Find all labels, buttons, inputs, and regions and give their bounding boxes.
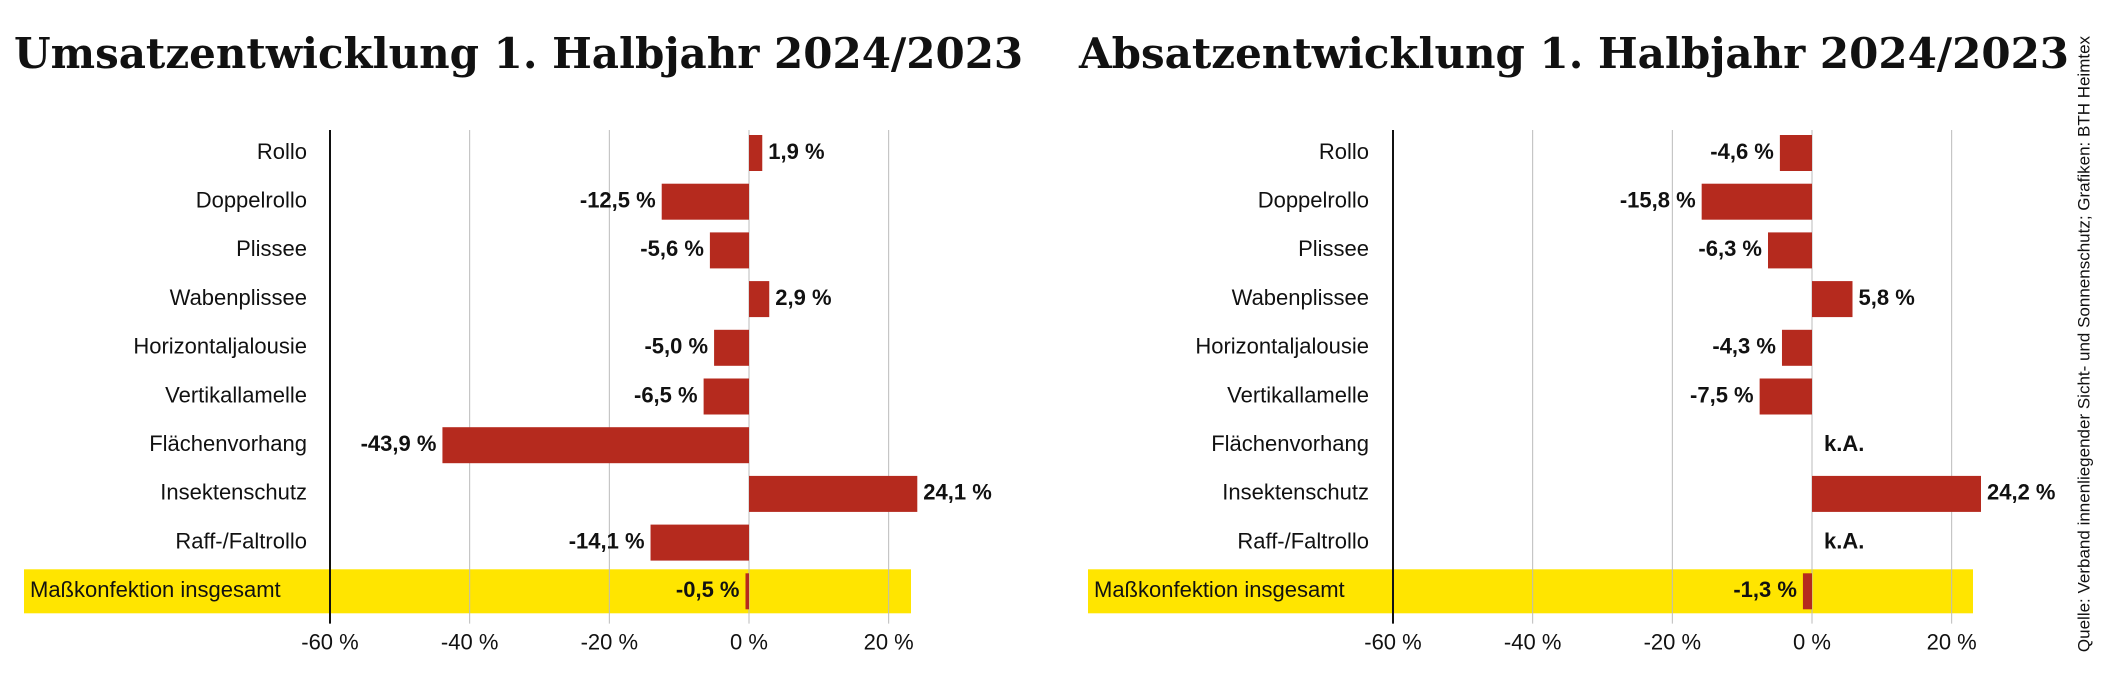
bar — [1768, 232, 1812, 269]
value-label: 24,2 % — [1987, 480, 2055, 505]
value-label: -7,5 % — [1690, 382, 1754, 407]
category-label: Raff-/Faltrollo — [175, 528, 307, 553]
category-label: Flächenvorhang — [1211, 431, 1369, 456]
category-label: Insektenschutz — [160, 480, 307, 505]
category-label: Plissee — [1298, 236, 1369, 261]
bar — [703, 378, 749, 415]
bar — [1701, 183, 1812, 220]
category-label: Horizontaljalousie — [133, 334, 307, 359]
category-label: Wabenplissee — [1232, 285, 1369, 310]
bar — [714, 329, 749, 366]
value-label: 1,9 % — [768, 139, 824, 164]
value-label: -12,5 % — [580, 188, 656, 213]
category-label: Wabenplissee — [170, 285, 307, 310]
x-tick-label: 0 % — [1793, 629, 1831, 654]
value-label: k.A. — [1824, 431, 1864, 456]
x-tick-label: -60 % — [1364, 629, 1421, 654]
x-tick-label: -40 % — [1504, 629, 1561, 654]
category-label: Insektenschutz — [1222, 480, 1369, 505]
value-label: -6,3 % — [1698, 236, 1762, 261]
bar — [650, 524, 749, 561]
value-label: -5,0 % — [644, 334, 708, 359]
chart-title: Absatzentwicklung 1. Halbjahr 2024/2023 — [1078, 29, 2069, 78]
value-label: k.A. — [1824, 528, 1864, 553]
value-label: -5,6 % — [640, 236, 704, 261]
bar — [1812, 475, 1981, 512]
bar — [749, 475, 918, 512]
chart-title: Umsatzentwicklung 1. Halbjahr 2024/2023 — [14, 29, 1023, 78]
value-label: -0,5 % — [676, 577, 740, 602]
value-label: 5,8 % — [1859, 285, 1915, 310]
bar — [1781, 329, 1812, 366]
bar — [1812, 281, 1853, 318]
x-tick-label: 20 % — [1927, 629, 1977, 654]
category-label: Doppelrollo — [1258, 188, 1369, 213]
bar — [1759, 378, 1812, 415]
category-label: Raff-/Faltrollo — [1237, 528, 1369, 553]
x-tick-label: -20 % — [1644, 629, 1701, 654]
bar — [749, 135, 763, 171]
x-tick-label: 20 % — [864, 629, 914, 654]
highlight-band — [24, 569, 911, 614]
bar — [1779, 135, 1812, 171]
category-label: Doppelrollo — [196, 188, 307, 213]
category-label: Maßkonfektion insgesamt — [30, 577, 281, 602]
value-label: 24,1 % — [923, 480, 992, 505]
x-tick-label: 0 % — [730, 629, 768, 654]
bar — [745, 573, 749, 610]
category-label: Horizontaljalousie — [1195, 334, 1369, 359]
bar — [1802, 573, 1812, 610]
value-label: -1,3 % — [1733, 577, 1797, 602]
category-label: Plissee — [236, 236, 307, 261]
value-label: -43,9 % — [361, 431, 437, 456]
x-tick-label: -20 % — [581, 629, 638, 654]
value-label: -6,5 % — [634, 382, 698, 407]
value-label: -14,1 % — [569, 528, 645, 553]
bar — [749, 281, 770, 318]
bar — [442, 427, 749, 464]
category-label: Vertikallamelle — [1227, 382, 1369, 407]
value-label: -4,6 % — [1710, 139, 1774, 164]
x-tick-label: -60 % — [301, 629, 358, 654]
bar — [709, 232, 749, 269]
value-label: -4,3 % — [1712, 334, 1776, 359]
source-note: Quelle: Verband innenliegender Sicht- un… — [2074, 35, 2093, 652]
category-label: Flächenvorhang — [149, 431, 307, 456]
x-tick-label: -40 % — [441, 629, 498, 654]
category-label: Vertikallamelle — [165, 382, 307, 407]
category-label: Maßkonfektion insgesamt — [1094, 577, 1345, 602]
highlight-band — [1088, 569, 1973, 614]
value-label: -15,8 % — [1620, 188, 1696, 213]
bar — [661, 183, 749, 220]
category-label: Rollo — [1319, 139, 1369, 164]
value-label: 2,9 % — [775, 285, 831, 310]
category-label: Rollo — [257, 139, 307, 164]
